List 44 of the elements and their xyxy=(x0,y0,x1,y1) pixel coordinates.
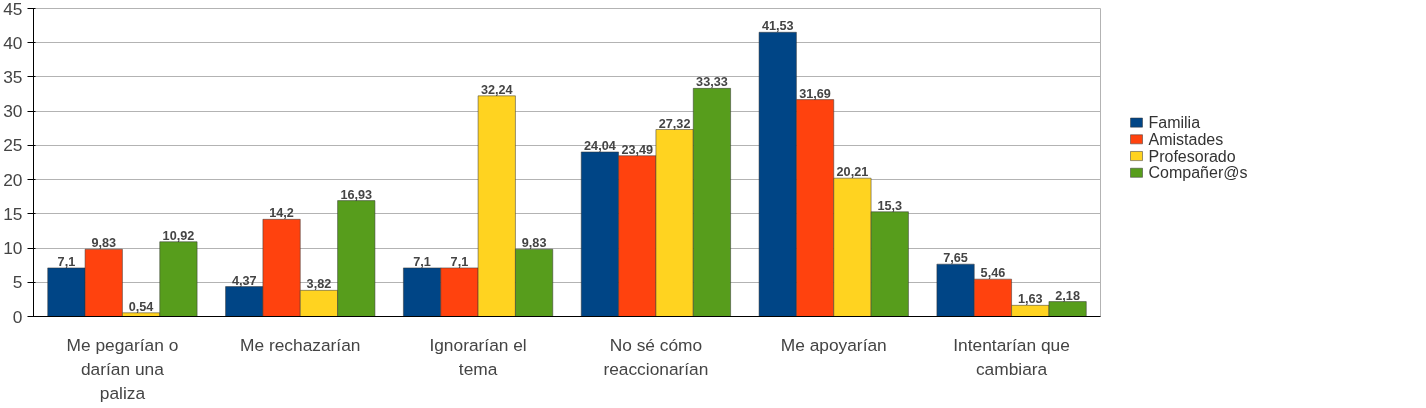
data-label: 5,46 xyxy=(980,266,1006,281)
y-tick-label: 25 xyxy=(3,135,23,156)
y-tick-label: 35 xyxy=(3,66,23,87)
data-label: 4,37 xyxy=(231,273,257,288)
data-label: 23,49 xyxy=(621,142,654,157)
data-label: 20,21 xyxy=(836,165,869,180)
legend-label: Compañer@s xyxy=(1148,164,1248,182)
data-label: 9,83 xyxy=(521,236,547,251)
data-label: 33,33 xyxy=(696,75,728,90)
data-label: 3,82 xyxy=(306,277,332,292)
data-label: 31,69 xyxy=(799,86,831,101)
data-label: 24,04 xyxy=(584,138,616,153)
y-tick-label: 20 xyxy=(3,169,23,190)
x-tick-label: No sé cómo reaccionarían xyxy=(603,334,709,379)
data-label: 32,24 xyxy=(480,82,513,97)
data-label: 14,2 xyxy=(269,206,294,221)
data-label: 1,63 xyxy=(1017,292,1043,307)
data-label: 0,54 xyxy=(128,299,154,314)
y-tick-label: 30 xyxy=(3,101,23,122)
legend-label: Familia xyxy=(1148,114,1201,132)
y-tick-label: 45 xyxy=(3,0,23,19)
data-label: 9,83 xyxy=(91,236,117,251)
data-label: 2,18 xyxy=(1055,288,1080,303)
data-label: 7,1 xyxy=(57,254,76,269)
data-label: 7,1 xyxy=(413,254,431,269)
data-label: 41,53 xyxy=(761,19,794,34)
y-tick-label: 5 xyxy=(12,272,23,293)
x-tick-label: Me rechazarían xyxy=(240,334,361,355)
data-label: 7,1 xyxy=(450,254,469,269)
y-tick-label: 10 xyxy=(3,238,23,259)
y-tick-label: 40 xyxy=(3,32,23,53)
x-tick-label: Intentarían que cambiara xyxy=(953,334,1070,379)
data-label: 16,93 xyxy=(340,187,373,202)
x-tick-label: Me apoyarían xyxy=(780,334,887,355)
legend-label: Profesorado xyxy=(1148,147,1236,165)
data-label: 10,92 xyxy=(162,228,195,243)
y-tick-label: 0 xyxy=(12,306,23,327)
legend-label: Amistades xyxy=(1148,130,1224,148)
data-label: 27,32 xyxy=(658,116,691,131)
data-label: 15,3 xyxy=(877,198,903,213)
x-tick-label: Ignorarían el tema xyxy=(429,334,527,379)
x-tick-label: Me pegarían o darían una paliza xyxy=(66,334,179,403)
data-label: 7,65 xyxy=(943,251,968,266)
y-tick-label: 15 xyxy=(3,203,23,224)
